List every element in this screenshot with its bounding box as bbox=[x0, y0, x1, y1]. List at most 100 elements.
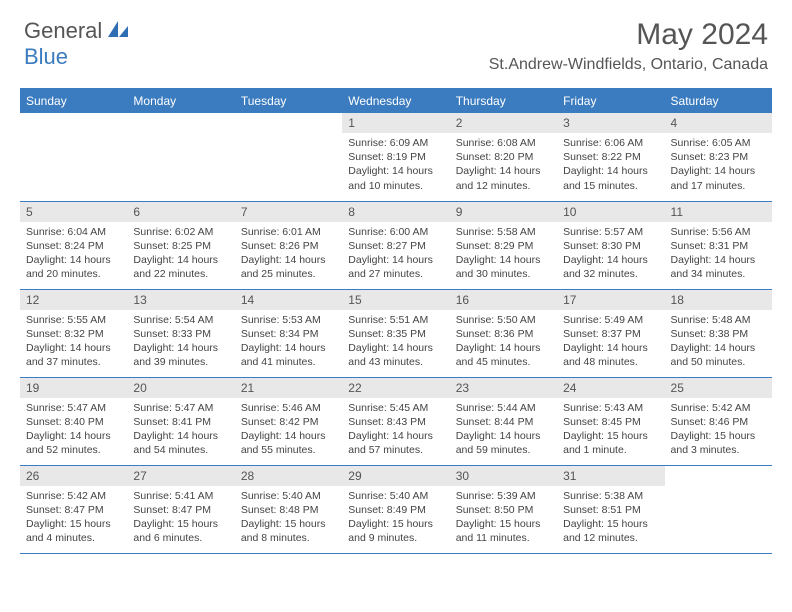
sunset-text: Sunset: 8:38 PM bbox=[671, 327, 766, 341]
daylight-text-2: and 8 minutes. bbox=[241, 531, 336, 545]
daylight-text-2: and 43 minutes. bbox=[348, 355, 443, 369]
day-cell: 28Sunrise: 5:40 AMSunset: 8:48 PMDayligh… bbox=[235, 465, 342, 553]
day-details: Sunrise: 5:46 AMSunset: 8:42 PMDaylight:… bbox=[235, 398, 342, 462]
sunset-text: Sunset: 8:47 PM bbox=[133, 503, 228, 517]
sunrise-text: Sunrise: 5:50 AM bbox=[456, 313, 551, 327]
day-cell: 1Sunrise: 6:09 AMSunset: 8:19 PMDaylight… bbox=[342, 113, 449, 201]
daylight-text-1: Daylight: 15 hours bbox=[133, 517, 228, 531]
day-number: 6 bbox=[127, 202, 234, 222]
daylight-text-2: and 15 minutes. bbox=[563, 179, 658, 193]
dayname-sat: Saturday bbox=[665, 89, 772, 114]
day-cell: 16Sunrise: 5:50 AMSunset: 8:36 PMDayligh… bbox=[450, 289, 557, 377]
sunset-text: Sunset: 8:51 PM bbox=[563, 503, 658, 517]
daylight-text-2: and 52 minutes. bbox=[26, 443, 121, 457]
day-cell: 2Sunrise: 6:08 AMSunset: 8:20 PMDaylight… bbox=[450, 113, 557, 201]
daylight-text-1: Daylight: 14 hours bbox=[133, 341, 228, 355]
sunrise-text: Sunrise: 5:40 AM bbox=[348, 489, 443, 503]
day-cell: 31Sunrise: 5:38 AMSunset: 8:51 PMDayligh… bbox=[557, 465, 664, 553]
daylight-text-1: Daylight: 14 hours bbox=[26, 253, 121, 267]
day-cell: 30Sunrise: 5:39 AMSunset: 8:50 PMDayligh… bbox=[450, 465, 557, 553]
sunset-text: Sunset: 8:35 PM bbox=[348, 327, 443, 341]
sunset-text: Sunset: 8:49 PM bbox=[348, 503, 443, 517]
day-number: 23 bbox=[450, 378, 557, 398]
dayname-row: Sunday Monday Tuesday Wednesday Thursday… bbox=[20, 89, 772, 114]
day-number: 11 bbox=[665, 202, 772, 222]
day-number: 21 bbox=[235, 378, 342, 398]
day-cell: 8Sunrise: 6:00 AMSunset: 8:27 PMDaylight… bbox=[342, 201, 449, 289]
empty-cell bbox=[20, 113, 127, 201]
day-cell: 27Sunrise: 5:41 AMSunset: 8:47 PMDayligh… bbox=[127, 465, 234, 553]
day-number: 20 bbox=[127, 378, 234, 398]
sunset-text: Sunset: 8:48 PM bbox=[241, 503, 336, 517]
day-details: Sunrise: 5:41 AMSunset: 8:47 PMDaylight:… bbox=[127, 486, 234, 550]
daylight-text-1: Daylight: 14 hours bbox=[26, 429, 121, 443]
day-number: 15 bbox=[342, 290, 449, 310]
sunrise-text: Sunrise: 5:40 AM bbox=[241, 489, 336, 503]
empty-cell bbox=[235, 113, 342, 201]
day-cell: 4Sunrise: 6:05 AMSunset: 8:23 PMDaylight… bbox=[665, 113, 772, 201]
day-number: 28 bbox=[235, 466, 342, 486]
day-cell: 3Sunrise: 6:06 AMSunset: 8:22 PMDaylight… bbox=[557, 113, 664, 201]
dayname-thu: Thursday bbox=[450, 89, 557, 114]
day-details: Sunrise: 6:05 AMSunset: 8:23 PMDaylight:… bbox=[665, 133, 772, 197]
day-number: 24 bbox=[557, 378, 664, 398]
day-details: Sunrise: 5:40 AMSunset: 8:49 PMDaylight:… bbox=[342, 486, 449, 550]
day-details: Sunrise: 5:49 AMSunset: 8:37 PMDaylight:… bbox=[557, 310, 664, 374]
daylight-text-1: Daylight: 14 hours bbox=[563, 341, 658, 355]
daylight-text-1: Daylight: 14 hours bbox=[348, 164, 443, 178]
sunrise-text: Sunrise: 6:01 AM bbox=[241, 225, 336, 239]
daylight-text-1: Daylight: 14 hours bbox=[241, 341, 336, 355]
day-cell: 29Sunrise: 5:40 AMSunset: 8:49 PMDayligh… bbox=[342, 465, 449, 553]
sunset-text: Sunset: 8:50 PM bbox=[456, 503, 551, 517]
day-details: Sunrise: 5:43 AMSunset: 8:45 PMDaylight:… bbox=[557, 398, 664, 462]
brand-part1: General bbox=[24, 18, 102, 44]
day-number: 2 bbox=[450, 113, 557, 133]
sunset-text: Sunset: 8:25 PM bbox=[133, 239, 228, 253]
day-details: Sunrise: 6:02 AMSunset: 8:25 PMDaylight:… bbox=[127, 222, 234, 286]
daylight-text-2: and 32 minutes. bbox=[563, 267, 658, 281]
day-cell: 20Sunrise: 5:47 AMSunset: 8:41 PMDayligh… bbox=[127, 377, 234, 465]
day-number: 5 bbox=[20, 202, 127, 222]
day-details: Sunrise: 6:06 AMSunset: 8:22 PMDaylight:… bbox=[557, 133, 664, 197]
day-cell: 13Sunrise: 5:54 AMSunset: 8:33 PMDayligh… bbox=[127, 289, 234, 377]
day-details: Sunrise: 5:44 AMSunset: 8:44 PMDaylight:… bbox=[450, 398, 557, 462]
sunset-text: Sunset: 8:34 PM bbox=[241, 327, 336, 341]
daylight-text-2: and 55 minutes. bbox=[241, 443, 336, 457]
daylight-text-1: Daylight: 15 hours bbox=[456, 517, 551, 531]
sunset-text: Sunset: 8:47 PM bbox=[26, 503, 121, 517]
dayname-tue: Tuesday bbox=[235, 89, 342, 114]
day-details: Sunrise: 5:50 AMSunset: 8:36 PMDaylight:… bbox=[450, 310, 557, 374]
day-details: Sunrise: 5:45 AMSunset: 8:43 PMDaylight:… bbox=[342, 398, 449, 462]
sunrise-text: Sunrise: 5:58 AM bbox=[456, 225, 551, 239]
daylight-text-1: Daylight: 15 hours bbox=[241, 517, 336, 531]
sunrise-text: Sunrise: 5:41 AM bbox=[133, 489, 228, 503]
day-cell: 17Sunrise: 5:49 AMSunset: 8:37 PMDayligh… bbox=[557, 289, 664, 377]
day-details: Sunrise: 5:40 AMSunset: 8:48 PMDaylight:… bbox=[235, 486, 342, 550]
sunrise-text: Sunrise: 5:57 AM bbox=[563, 225, 658, 239]
daylight-text-1: Daylight: 14 hours bbox=[563, 253, 658, 267]
day-number: 26 bbox=[20, 466, 127, 486]
sunrise-text: Sunrise: 5:46 AM bbox=[241, 401, 336, 415]
day-cell: 10Sunrise: 5:57 AMSunset: 8:30 PMDayligh… bbox=[557, 201, 664, 289]
day-number: 22 bbox=[342, 378, 449, 398]
page-header: General May 2024 St.Andrew-Windfields, O… bbox=[0, 0, 792, 80]
sunrise-text: Sunrise: 6:08 AM bbox=[456, 136, 551, 150]
day-details: Sunrise: 5:39 AMSunset: 8:50 PMDaylight:… bbox=[450, 486, 557, 550]
sunrise-text: Sunrise: 6:04 AM bbox=[26, 225, 121, 239]
sunset-text: Sunset: 8:41 PM bbox=[133, 415, 228, 429]
day-cell: 6Sunrise: 6:02 AMSunset: 8:25 PMDaylight… bbox=[127, 201, 234, 289]
daylight-text-2: and 50 minutes. bbox=[671, 355, 766, 369]
daylight-text-1: Daylight: 14 hours bbox=[133, 429, 228, 443]
day-number: 25 bbox=[665, 378, 772, 398]
day-details: Sunrise: 6:08 AMSunset: 8:20 PMDaylight:… bbox=[450, 133, 557, 197]
month-title: May 2024 bbox=[489, 18, 768, 52]
week-row: 19Sunrise: 5:47 AMSunset: 8:40 PMDayligh… bbox=[20, 377, 772, 465]
day-details: Sunrise: 5:47 AMSunset: 8:40 PMDaylight:… bbox=[20, 398, 127, 462]
day-number: 9 bbox=[450, 202, 557, 222]
day-details: Sunrise: 6:04 AMSunset: 8:24 PMDaylight:… bbox=[20, 222, 127, 286]
day-number: 1 bbox=[342, 113, 449, 133]
sunrise-text: Sunrise: 5:53 AM bbox=[241, 313, 336, 327]
daylight-text-1: Daylight: 14 hours bbox=[26, 341, 121, 355]
daylight-text-2: and 17 minutes. bbox=[671, 179, 766, 193]
sunrise-text: Sunrise: 6:05 AM bbox=[671, 136, 766, 150]
